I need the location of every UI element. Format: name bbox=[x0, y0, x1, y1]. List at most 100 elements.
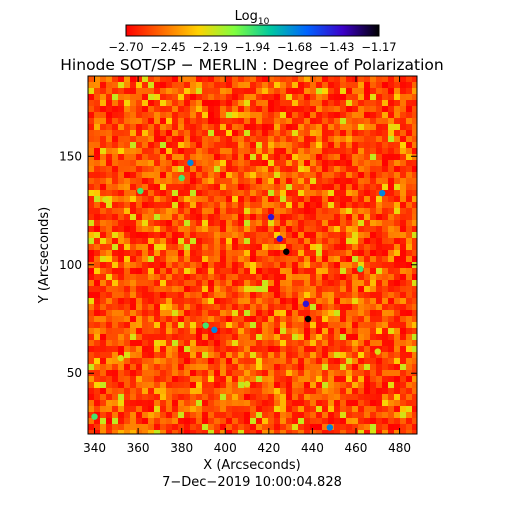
heatmap-cell bbox=[412, 310, 417, 316]
heatmap-cell bbox=[244, 238, 250, 244]
heatmap-cell bbox=[340, 310, 346, 316]
heatmap-cell bbox=[148, 250, 154, 256]
heatmap-cell bbox=[220, 130, 226, 136]
heatmap-cell bbox=[298, 304, 304, 310]
heatmap-cell bbox=[142, 286, 148, 292]
heatmap-cell bbox=[94, 190, 100, 196]
heatmap-cell bbox=[214, 424, 220, 430]
heatmap-cell bbox=[340, 226, 346, 232]
heatmap-cell bbox=[286, 190, 292, 196]
heatmap-cell bbox=[370, 256, 376, 262]
heatmap-cell bbox=[124, 370, 130, 376]
heatmap-cell bbox=[280, 388, 286, 394]
heatmap-cell bbox=[232, 118, 238, 124]
heatmap-cell bbox=[124, 232, 130, 238]
heatmap-cell bbox=[412, 304, 417, 310]
heatmap-cell bbox=[160, 112, 166, 118]
heatmap-cell bbox=[100, 256, 106, 262]
heatmap-cell bbox=[220, 238, 226, 244]
heatmap-cell bbox=[346, 250, 352, 256]
heatmap-cell bbox=[262, 268, 268, 274]
heatmap-cell bbox=[256, 256, 262, 262]
heatmap-cell bbox=[226, 190, 232, 196]
heatmap-cell bbox=[304, 238, 310, 244]
heatmap-cell bbox=[124, 100, 130, 106]
heatmap-cell bbox=[334, 76, 340, 82]
heatmap-cell bbox=[196, 316, 202, 322]
heatmap-cell bbox=[100, 286, 106, 292]
heatmap-cell bbox=[400, 346, 406, 352]
heatmap-cell bbox=[268, 322, 274, 328]
heatmap-cell bbox=[88, 118, 94, 124]
heatmap-cell bbox=[100, 250, 106, 256]
heatmap-cell bbox=[106, 286, 112, 292]
heatmap-cell bbox=[118, 370, 124, 376]
heatmap-cell bbox=[400, 340, 406, 346]
heatmap-cell bbox=[412, 388, 417, 394]
heatmap-cell bbox=[382, 388, 388, 394]
heatmap-cell bbox=[358, 76, 364, 82]
heatmap-cell bbox=[94, 358, 100, 364]
heatmap-cell bbox=[352, 346, 358, 352]
heatmap-cell bbox=[214, 394, 220, 400]
heatmap-cell bbox=[280, 328, 286, 334]
heatmap-cell bbox=[298, 154, 304, 160]
heatmap-cell bbox=[124, 394, 130, 400]
heatmap-cell bbox=[274, 112, 280, 118]
heatmap-cell bbox=[346, 232, 352, 238]
heatmap-cell bbox=[220, 412, 226, 418]
heatmap-cell bbox=[400, 202, 406, 208]
heatmap-cell bbox=[316, 256, 322, 262]
heatmap-cell bbox=[172, 82, 178, 88]
heatmap-cell bbox=[406, 184, 412, 190]
heatmap-cell bbox=[232, 82, 238, 88]
heatmap-cell bbox=[376, 292, 382, 298]
heatmap-cell bbox=[160, 268, 166, 274]
heatmap-cell bbox=[370, 184, 376, 190]
heatmap-cell bbox=[262, 340, 268, 346]
heatmap-cell bbox=[142, 352, 148, 358]
heatmap-cell bbox=[268, 412, 274, 418]
heatmap-cell bbox=[280, 214, 286, 220]
heatmap-cell bbox=[376, 304, 382, 310]
heatmap-cell bbox=[304, 208, 310, 214]
heatmap-cell bbox=[400, 304, 406, 310]
heatmap-cell bbox=[262, 106, 268, 112]
heatmap-cell bbox=[94, 148, 100, 154]
heatmap-cell bbox=[112, 322, 118, 328]
heatmap-cell bbox=[334, 196, 340, 202]
heatmap-cell bbox=[376, 130, 382, 136]
heatmap-cell bbox=[214, 364, 220, 370]
heatmap-cell bbox=[244, 334, 250, 340]
heatmap-cell bbox=[148, 262, 154, 268]
heatmap-cell bbox=[160, 274, 166, 280]
heatmap-cell bbox=[388, 124, 394, 130]
heatmap-cell bbox=[400, 310, 406, 316]
heatmap-cell bbox=[94, 394, 100, 400]
heatmap-cell bbox=[178, 340, 184, 346]
heatmap-cell bbox=[310, 298, 316, 304]
heatmap-cell bbox=[178, 76, 184, 82]
heatmap-cell bbox=[142, 370, 148, 376]
heatmap-cell bbox=[88, 358, 94, 364]
heatmap-cell bbox=[196, 142, 202, 148]
heatmap-cell bbox=[310, 346, 316, 352]
heatmap-cell bbox=[148, 310, 154, 316]
heatmap-cell bbox=[406, 430, 412, 434]
heatmap-cell bbox=[370, 208, 376, 214]
heatmap-cell bbox=[400, 412, 406, 418]
heatmap-cell bbox=[256, 406, 262, 412]
heatmap-cell bbox=[148, 412, 154, 418]
heatmap-cell bbox=[208, 76, 214, 82]
heatmap-cell bbox=[208, 196, 214, 202]
heatmap-cell bbox=[232, 286, 238, 292]
heatmap-cell bbox=[298, 286, 304, 292]
heatmap-cell bbox=[292, 94, 298, 100]
heatmap-cell bbox=[412, 160, 417, 166]
heatmap-cell bbox=[256, 172, 262, 178]
heatmap-cell bbox=[112, 376, 118, 382]
heatmap-cell bbox=[172, 394, 178, 400]
heatmap-cell bbox=[340, 412, 346, 418]
heatmap-cell bbox=[322, 418, 328, 424]
heatmap-cell bbox=[268, 274, 274, 280]
